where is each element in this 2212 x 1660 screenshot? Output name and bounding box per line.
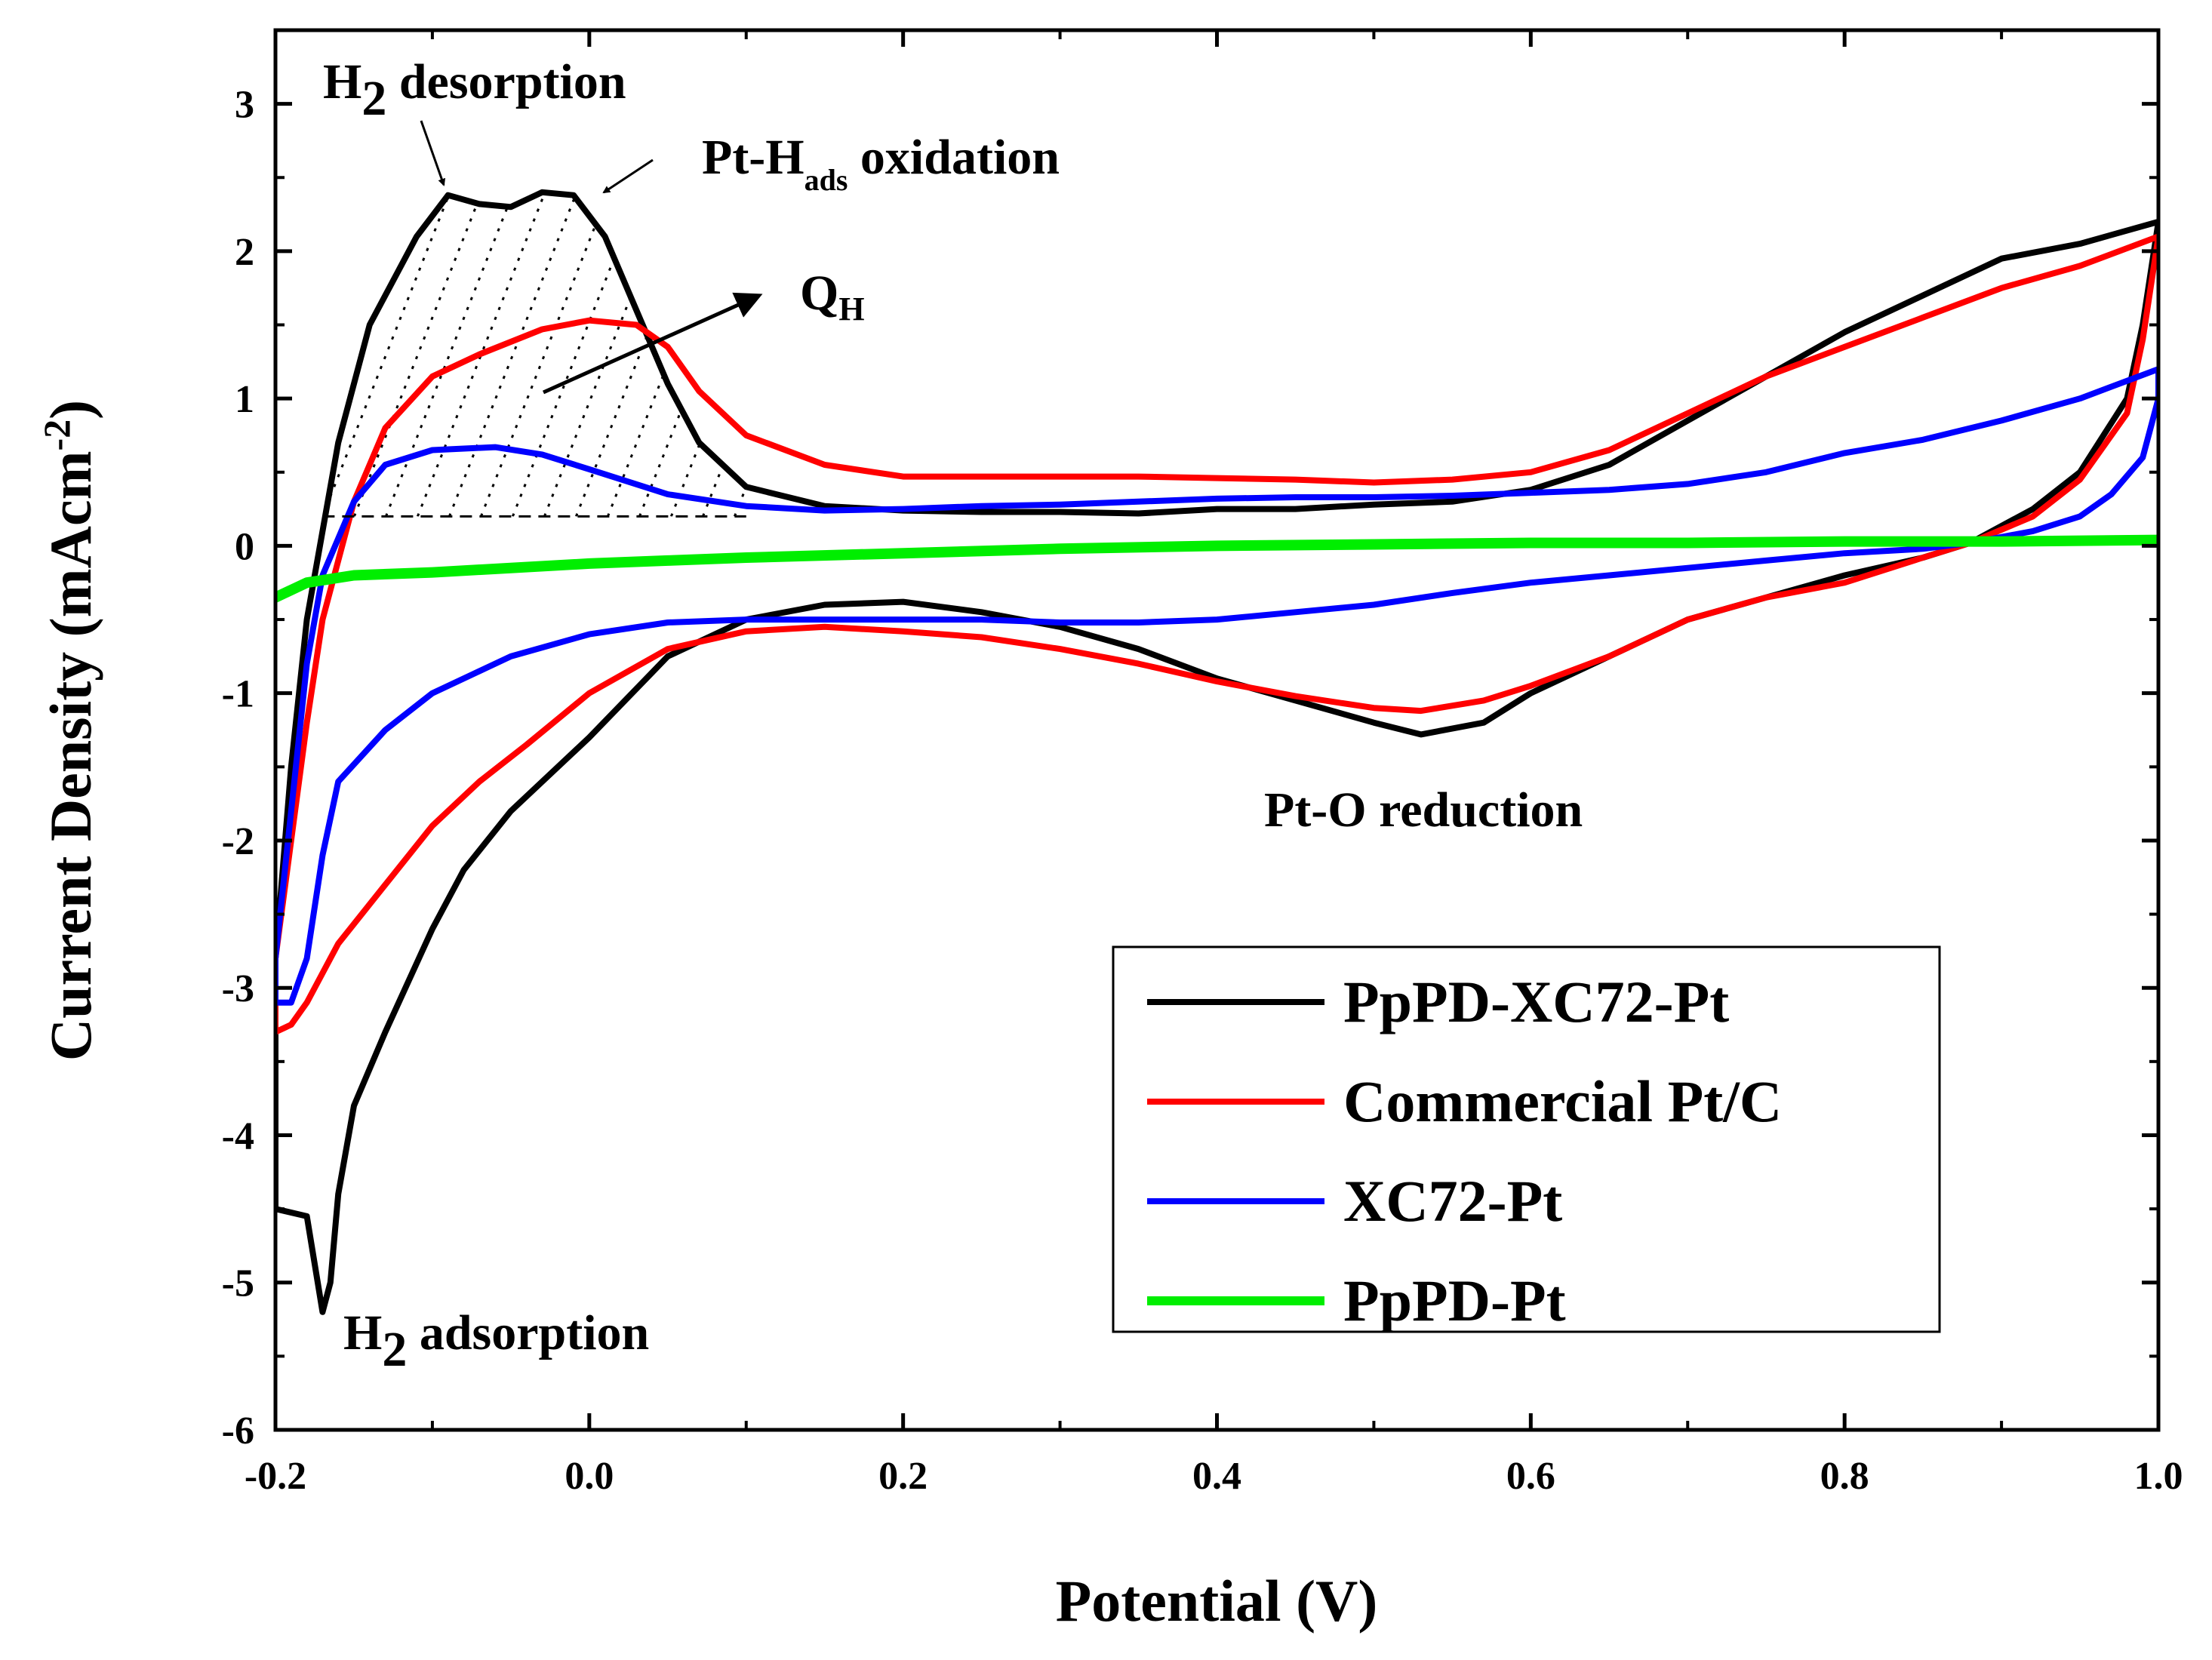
y-tick-label: -5 bbox=[222, 1262, 254, 1305]
hatch-line bbox=[322, 192, 426, 517]
annotation-pt-hads-oxidation: Pt-Hads oxidation bbox=[702, 130, 1060, 197]
hatch-line bbox=[322, 192, 490, 517]
qh-q: Q bbox=[800, 266, 838, 321]
qh-arrow bbox=[542, 292, 763, 395]
x-tick-label: 0.8 bbox=[1820, 1455, 1869, 1498]
legend-label: XC72-Pt bbox=[1343, 1168, 1562, 1234]
hatch-line bbox=[352, 192, 521, 517]
h2-desorption-pointer bbox=[420, 120, 446, 186]
pt-hads-sub: ads bbox=[805, 163, 848, 197]
series-group bbox=[275, 189, 2158, 1315]
h2-desorption-text: desorption bbox=[386, 54, 626, 109]
hatch-line bbox=[1146, 94, 1312, 516]
y-tick-label: 3 bbox=[235, 84, 254, 127]
y-tick-label: 0 bbox=[235, 525, 254, 568]
hatch-line bbox=[416, 192, 585, 517]
hatch-line bbox=[1083, 94, 1249, 516]
hatch-line bbox=[0, 94, 13, 516]
y-tick-label: -6 bbox=[222, 1409, 254, 1452]
hatch-line bbox=[384, 192, 553, 517]
annotation-pt-o-reduction: Pt-O reduction bbox=[1264, 782, 1583, 838]
y-tick-label: 2 bbox=[235, 231, 254, 274]
annotation-h2-desorption: H2 desorption bbox=[323, 54, 626, 126]
y-axis-title: Current Density (mAcm-2) bbox=[35, 400, 103, 1061]
hatch-line bbox=[479, 192, 648, 517]
hatch-line bbox=[1368, 94, 1534, 516]
pt-hads-pointer bbox=[602, 158, 654, 194]
hatch-line bbox=[1210, 94, 1376, 516]
y-tick-label: 1 bbox=[235, 378, 254, 421]
series-line-xc72-pt bbox=[275, 366, 2158, 1006]
hatch-line bbox=[574, 192, 743, 517]
hatch-line bbox=[1558, 94, 1724, 516]
hatch-line bbox=[100, 94, 266, 516]
hatch-line bbox=[1051, 94, 1217, 516]
x-axis-title: Potential (V) bbox=[1056, 1568, 1378, 1634]
legend-label: PpPD-Pt bbox=[1343, 1268, 1566, 1333]
y-tick-label: -2 bbox=[222, 820, 254, 863]
hatch-line bbox=[1432, 94, 1598, 516]
hatch-line bbox=[1400, 94, 1566, 516]
y-tick-label: -1 bbox=[222, 673, 254, 716]
hatch-line bbox=[1115, 94, 1281, 516]
hatch-line bbox=[1495, 94, 1661, 516]
legend-box bbox=[1112, 945, 1941, 1333]
hatch-line bbox=[1273, 94, 1439, 516]
hatch-line bbox=[1178, 94, 1344, 516]
hatch-line bbox=[1337, 94, 1503, 516]
pt-hads-suffix: oxidation bbox=[848, 130, 1060, 185]
y-tick-label: -3 bbox=[222, 967, 254, 1010]
y-tick-label: -4 bbox=[222, 1114, 254, 1157]
x-tick-label: 0.6 bbox=[1506, 1455, 1555, 1498]
h2-adsorption-sub: 2 bbox=[382, 1322, 407, 1377]
legend: PpPD-XC72-Pt Commercial Pt/C XC72-Pt PpPD-P… bbox=[1112, 945, 1941, 1333]
legend-label: PpPD-XC72-Pt bbox=[1343, 969, 1729, 1034]
hatch-line bbox=[606, 192, 746, 517]
x-tick-label: 0.0 bbox=[565, 1455, 614, 1498]
hatch-line bbox=[322, 192, 331, 517]
pt-hads-prefix: Pt-H bbox=[702, 130, 805, 185]
qh-sub: H bbox=[838, 290, 864, 327]
hatch-line bbox=[1305, 94, 1471, 516]
y-axis-title-close: ) bbox=[38, 400, 103, 420]
x-tick-label: 0.4 bbox=[1192, 1455, 1241, 1498]
y-axis-title-sup: -2 bbox=[35, 420, 78, 451]
h2-desorption-sub: 2 bbox=[361, 71, 386, 126]
x-tick-label: 0.2 bbox=[878, 1455, 928, 1498]
x-tick-label: -0.2 bbox=[245, 1455, 306, 1498]
hatch-line bbox=[1527, 94, 1693, 516]
annotation-h2-adsorption: H2 adsorption bbox=[343, 1305, 649, 1377]
legend-label: Commercial Pt/C bbox=[1343, 1068, 1782, 1134]
series-line-pppd-pt bbox=[275, 534, 2158, 603]
series-line-commercial-pt-c bbox=[275, 233, 2158, 1035]
y-axis-title-main: Current Density (mAcm bbox=[38, 450, 103, 1061]
h2-desorption-h: H bbox=[323, 54, 361, 109]
h2-adsorption-text: adsorption bbox=[407, 1305, 649, 1360]
x-tick-label: 1.0 bbox=[2134, 1455, 2183, 1498]
h2-adsorption-h: H bbox=[343, 1305, 382, 1360]
hatch-line bbox=[511, 192, 680, 517]
hatch-line bbox=[1241, 94, 1407, 516]
hatch-line bbox=[322, 192, 395, 517]
hatch-line bbox=[638, 192, 746, 517]
axis-ticks: -0.2 0.0 0.2 0.4 0.6 0.8 1.0 -6 -5 -4 -3 -2 -1 0 1 2 3 bbox=[222, 29, 2183, 1498]
hatch-line bbox=[132, 94, 298, 516]
hatch-line bbox=[543, 192, 712, 517]
annotation-qh: QH bbox=[800, 266, 865, 327]
